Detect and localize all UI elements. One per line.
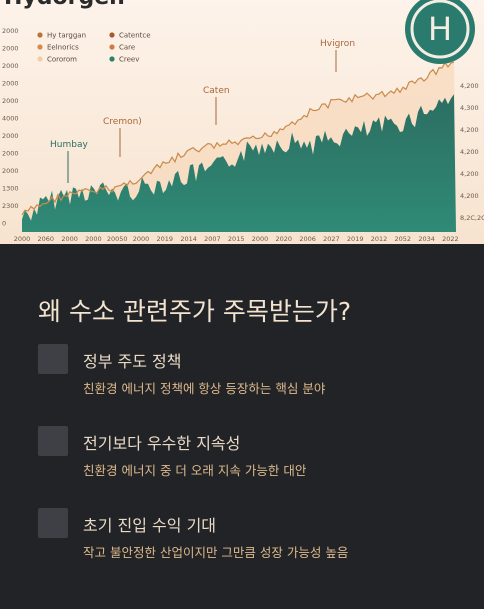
bottom-axis-label: 2006 <box>299 235 316 243</box>
bottom-axis-label: 2007 <box>204 235 221 243</box>
legend-label: Hy targgan <box>47 32 86 40</box>
bottom-axis-label: 2019 <box>157 235 174 243</box>
reason-icon <box>38 344 68 374</box>
teal-area <box>22 94 456 232</box>
logo-letter: H <box>428 10 452 48</box>
section-heading: 왜 수소 관련주가 주목받는가? <box>38 297 352 326</box>
left-axis-label: 2300 <box>2 202 19 210</box>
bottom-axis-label: 2027 <box>323 235 340 243</box>
legend-label: Eelnorics <box>47 44 79 52</box>
bottom-axis-label: 2052 <box>395 235 412 243</box>
bottom-axis-label: 2000 <box>252 235 269 243</box>
reason-desc: 친환경 에너지 정책에 항상 등장하는 핵심 분야 <box>83 381 326 396</box>
right-axis-label: 4,200 <box>460 82 479 90</box>
right-axis-label: 8,2C,2C <box>460 214 484 222</box>
legend-label: Catentce <box>119 32 151 40</box>
left-axis-label: 4000 <box>2 115 19 123</box>
logo-circle <box>405 0 475 64</box>
legend-label: Care <box>119 44 135 52</box>
price-line <box>21 61 455 216</box>
hero-title: Hydorgen <box>4 0 125 10</box>
right-axis-label: 4,300 <box>460 104 479 112</box>
reason-desc: 작고 불안정한 산업이지만 그만큼 성장 가능성 높음 <box>83 545 349 560</box>
hero-image: Hydorgen H Hy targgan Eelnorics Cororom Cat… <box>0 0 484 244</box>
bottom-axis-label: 2012 <box>371 235 388 243</box>
left-axis-label: 0 <box>2 220 6 228</box>
bottom-axis-label: 2014 <box>180 235 197 243</box>
bottom-axis-label: 20050 <box>107 235 128 243</box>
legend-swatch <box>109 56 115 62</box>
legend-swatch <box>37 56 43 62</box>
left-axis-label: 2000 <box>2 80 19 88</box>
bottom-axis-label: 2022 <box>442 235 459 243</box>
left-axis-label: 2000 <box>2 150 19 158</box>
bottom-axis-label: 2034 <box>418 235 435 243</box>
bottom-axis-label: 2000 <box>133 235 150 243</box>
legend-label: Cororom <box>47 56 77 64</box>
legend-swatch <box>109 44 115 50</box>
left-axis-label: 2000 <box>2 45 19 53</box>
right-axis-label: 4,200 <box>460 192 479 200</box>
legend-label: Creev <box>119 56 139 64</box>
annotation: Humbay <box>50 140 88 150</box>
bottom-axis-label: 2060 <box>38 235 55 243</box>
left-axis-label: 2000 <box>2 97 19 105</box>
left-axis-label: 1300 <box>2 185 19 193</box>
legend-swatch <box>37 32 43 38</box>
bottom-axis-label: 2000 <box>14 235 31 243</box>
reason-icon <box>38 426 68 456</box>
right-axis-label: 4,200 <box>460 126 479 134</box>
reason-title: 전기보다 우수한 지속성 <box>83 434 241 453</box>
reason-desc: 친환경 에너지 중 더 오래 지속 가능한 대안 <box>83 463 307 478</box>
right-axis-label: 4,200 <box>460 148 479 156</box>
reason-icon <box>38 508 68 538</box>
bottom-axis-label: 2000 <box>85 235 102 243</box>
logo-ring <box>410 0 470 59</box>
reason-title: 초기 진입 수익 기대 <box>83 516 217 535</box>
left-axis-label: 2000 <box>2 27 19 35</box>
left-axis-label: 2000 <box>2 132 19 140</box>
annotation: Hvigron <box>320 39 355 49</box>
left-axis-label: 2000 <box>2 167 19 175</box>
bottom-axis-label: 2019 <box>347 235 364 243</box>
legend-swatch <box>37 44 43 50</box>
bottom-axis-label: 2015 <box>228 235 245 243</box>
left-axis-label: 2000 <box>2 62 19 70</box>
legend-swatch <box>109 32 115 38</box>
reason-title: 정부 주도 정책 <box>83 352 182 371</box>
bottom-axis-label: 2000 <box>61 235 78 243</box>
right-axis-label: 4,200 <box>460 170 479 178</box>
annotation: Cremon) <box>103 117 142 127</box>
bottom-axis-label: 2020 <box>276 235 293 243</box>
annotation: Caten <box>203 86 230 96</box>
